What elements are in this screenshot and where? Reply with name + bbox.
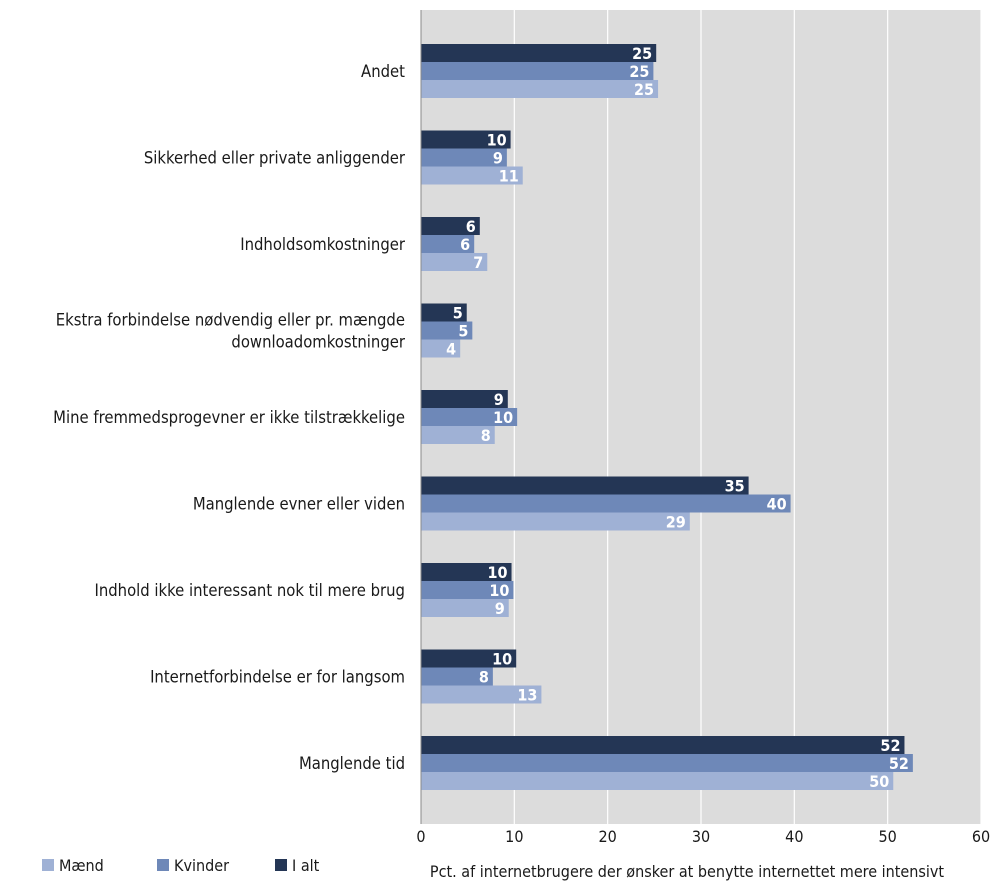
x-tick-label: 40 bbox=[785, 827, 803, 846]
category-label: Andet bbox=[361, 62, 405, 81]
x-tick-label: 0 bbox=[416, 827, 425, 846]
data-label: 5 bbox=[453, 304, 463, 323]
data-label: 9 bbox=[495, 599, 505, 618]
category-label: Manglende tid bbox=[299, 754, 405, 773]
bar-mænd bbox=[421, 80, 658, 98]
data-label: 8 bbox=[481, 426, 491, 445]
legend: Mænd Kvinder I alt bbox=[42, 856, 320, 875]
data-label: 50 bbox=[869, 772, 889, 791]
data-label: 6 bbox=[460, 235, 470, 254]
legend-swatch bbox=[275, 859, 287, 871]
data-label: 25 bbox=[634, 80, 654, 99]
data-label: 5 bbox=[458, 322, 468, 341]
legend-swatch bbox=[42, 859, 54, 871]
data-label: 7 bbox=[473, 253, 483, 272]
legend-label: Mænd bbox=[59, 856, 104, 875]
data-label: 10 bbox=[487, 131, 507, 150]
category-label: Ekstra forbindelse nødvendig eller pr. m… bbox=[56, 311, 405, 330]
x-tick-label: 50 bbox=[879, 827, 897, 846]
data-label: 52 bbox=[889, 754, 909, 773]
category-label: Indhold ikke interessant nok til mere br… bbox=[94, 581, 405, 600]
data-label: 9 bbox=[493, 149, 503, 168]
data-label: 13 bbox=[517, 686, 537, 705]
data-label: 52 bbox=[880, 736, 900, 755]
data-label: 8 bbox=[479, 668, 489, 687]
bar-i-alt bbox=[421, 44, 656, 62]
data-label: 25 bbox=[632, 44, 652, 63]
data-label: 40 bbox=[767, 495, 787, 514]
category-label: Manglende evner eller viden bbox=[193, 495, 405, 514]
category-label: Sikkerhed eller private anliggender bbox=[144, 149, 406, 168]
x-tick-labels: 0 10 20 30 40 50 60 bbox=[416, 827, 990, 846]
x-tick-label: 60 bbox=[972, 827, 990, 846]
data-label: 9 bbox=[494, 390, 504, 409]
x-axis-label: Pct. af internetbrugere der ønsker at be… bbox=[430, 862, 945, 881]
data-label: 25 bbox=[629, 62, 649, 81]
bar-kvinder bbox=[421, 62, 653, 80]
bar-mænd bbox=[421, 513, 690, 531]
category-label: downloadomkostninger bbox=[231, 333, 405, 352]
category-label: Indholdsomkostninger bbox=[240, 235, 406, 254]
x-tick-label: 20 bbox=[599, 827, 617, 846]
data-label: 10 bbox=[488, 563, 508, 582]
legend-label: I alt bbox=[292, 856, 320, 875]
data-label: 6 bbox=[466, 217, 476, 236]
bar-i-alt bbox=[421, 736, 904, 754]
x-tick-label: 30 bbox=[692, 827, 710, 846]
data-label: 11 bbox=[499, 167, 519, 186]
legend-label: Kvinder bbox=[174, 856, 229, 875]
category-label: Mine fremmedsprogevner er ikke tilstrækk… bbox=[53, 408, 405, 427]
x-tick-label: 10 bbox=[505, 827, 523, 846]
data-label: 4 bbox=[446, 340, 456, 359]
category-labels: Andet Sikkerhed eller private anliggender… bbox=[53, 62, 406, 773]
legend-swatch bbox=[157, 859, 169, 871]
data-label: 35 bbox=[725, 477, 745, 496]
bar-mænd bbox=[421, 772, 893, 790]
category-label: Internetforbindelse er for langsom bbox=[150, 668, 405, 687]
bar-kvinder bbox=[421, 495, 791, 513]
data-label: 10 bbox=[489, 581, 509, 600]
data-label: 10 bbox=[492, 650, 512, 669]
bar-i-alt bbox=[421, 477, 749, 495]
data-label: 29 bbox=[666, 513, 686, 532]
data-label: 10 bbox=[493, 408, 513, 427]
bar-kvinder bbox=[421, 754, 913, 772]
